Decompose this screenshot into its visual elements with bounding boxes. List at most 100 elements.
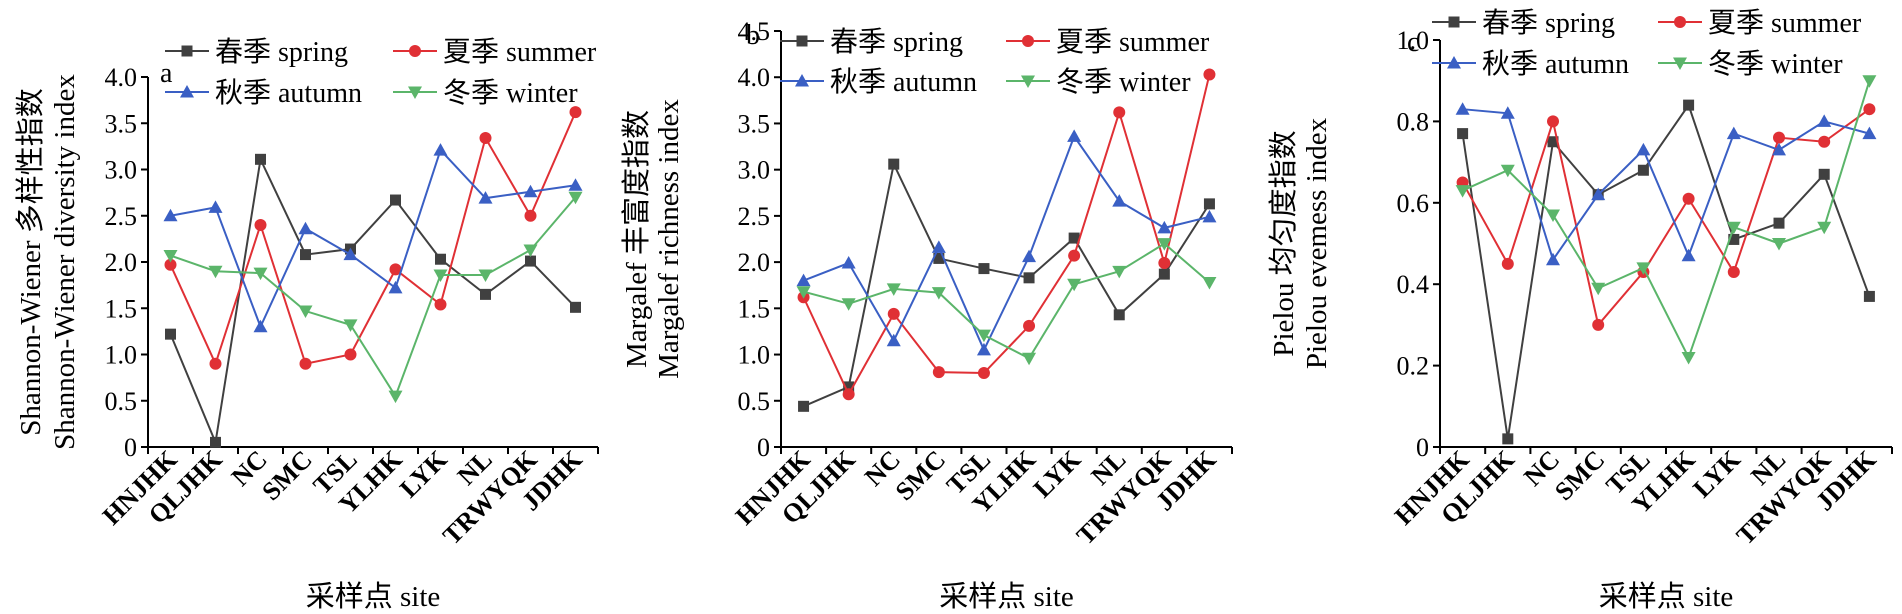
data-point — [1022, 352, 1037, 366]
series-line — [170, 196, 577, 399]
y-tick-label: 2.5 — [738, 202, 771, 231]
data-point — [1455, 185, 1470, 198]
legend-item: 夏季 summer — [393, 36, 597, 68]
legend-label: 夏季 summer — [443, 36, 597, 68]
data-point — [523, 184, 538, 198]
legend-item: 春季 spring — [1432, 7, 1615, 39]
data-point — [479, 132, 492, 145]
data-point — [1726, 126, 1741, 140]
data-point — [478, 269, 493, 282]
legend-swatch-marker — [408, 86, 422, 99]
data-point — [977, 367, 990, 380]
series-1 — [797, 68, 1216, 401]
data-point — [343, 247, 358, 261]
data-point — [1546, 209, 1560, 223]
legend-item: 秋季 autumn — [1432, 48, 1629, 80]
data-point — [388, 390, 403, 404]
data-point — [1500, 106, 1515, 119]
series-2 — [1455, 102, 1877, 266]
legend-swatch-marker — [1447, 56, 1461, 69]
data-point — [343, 319, 358, 332]
y-tick-label: 1.5 — [105, 294, 138, 323]
data-point — [253, 267, 268, 281]
data-point — [1202, 209, 1217, 223]
y-tick-label: 4.5 — [738, 17, 771, 46]
data-point — [208, 265, 223, 279]
series-line — [170, 148, 576, 330]
data-point — [1023, 319, 1036, 332]
y-axis-title-zh: Margalef 丰富度指数 — [620, 110, 653, 368]
data-point — [976, 342, 991, 356]
data-point — [209, 357, 222, 370]
y-tick-label: 2.5 — [105, 202, 138, 231]
data-point — [1817, 114, 1832, 127]
legend-label: 夏季 summer — [1056, 26, 1210, 58]
series-3 — [163, 191, 583, 404]
legend-swatch-marker — [1674, 16, 1686, 28]
series-line — [169, 155, 577, 447]
panel-letter: a — [160, 58, 173, 89]
y-tick-label: 4.0 — [105, 63, 138, 92]
data-point — [1728, 233, 1740, 245]
data-point — [1022, 249, 1037, 263]
data-point — [568, 178, 583, 191]
y-tick-label: 1.0 — [1397, 26, 1430, 55]
data-point — [888, 158, 900, 170]
data-point — [841, 298, 856, 311]
data-point — [1500, 164, 1515, 178]
data-point — [163, 208, 178, 222]
data-point — [389, 263, 402, 276]
data-point — [1547, 115, 1559, 128]
data-point — [253, 319, 268, 333]
data-point — [841, 256, 856, 269]
legend-swatch-marker — [1448, 16, 1460, 28]
data-point — [255, 153, 266, 165]
data-point — [210, 436, 221, 448]
data-point — [1637, 164, 1649, 176]
chart-panel-a: 00.51.01.52.02.53.03.54.0HNJHKQLJHKNCSMC… — [14, 36, 599, 613]
legend-label: 春季 spring — [215, 36, 348, 68]
x-tick-label: LYK — [1687, 444, 1746, 503]
y-tick-label: 1.5 — [738, 294, 771, 323]
legend-label: 夏季 summer — [1708, 7, 1862, 39]
y-tick-label: 0 — [1416, 433, 1429, 462]
data-point — [1157, 220, 1172, 234]
data-point — [569, 106, 582, 119]
series-line — [1461, 108, 1870, 328]
legend-swatch-marker — [181, 45, 193, 57]
y-tick-label: 3.5 — [738, 109, 771, 138]
y-axis-title-zh: Shannon-Wiener 多样性指数 — [14, 88, 47, 436]
y-tick-label: 2.0 — [105, 248, 138, 277]
x-tick-label: LYK — [394, 444, 453, 503]
x-axis-title: 采样点 site — [1599, 580, 1734, 613]
data-point — [1068, 232, 1080, 244]
data-point — [1773, 217, 1785, 229]
legend-label: 冬季 winter — [1708, 48, 1843, 80]
data-point — [164, 258, 177, 271]
data-point — [163, 250, 178, 263]
data-point — [1726, 221, 1741, 235]
data-point — [796, 273, 811, 287]
data-point — [1818, 135, 1831, 148]
data-point — [1592, 318, 1605, 331]
data-point — [299, 357, 312, 370]
data-point — [434, 298, 447, 311]
series-line — [803, 242, 1211, 360]
data-point — [300, 249, 311, 261]
data-point — [1818, 168, 1830, 180]
y-tick-label: 0 — [124, 433, 137, 462]
legend-label: 秋季 autumn — [830, 66, 977, 98]
data-point — [1681, 351, 1696, 365]
legend-item: 秋季 autumn — [165, 77, 362, 109]
data-point — [1112, 265, 1127, 279]
data-point — [435, 253, 446, 265]
y-tick-label: 0.4 — [1397, 270, 1430, 299]
data-point — [208, 200, 223, 213]
data-point — [1773, 131, 1785, 144]
data-point — [1683, 99, 1695, 111]
data-point — [298, 305, 313, 319]
series-3 — [796, 238, 1217, 366]
series-line — [1462, 80, 1871, 361]
data-point — [932, 366, 945, 379]
